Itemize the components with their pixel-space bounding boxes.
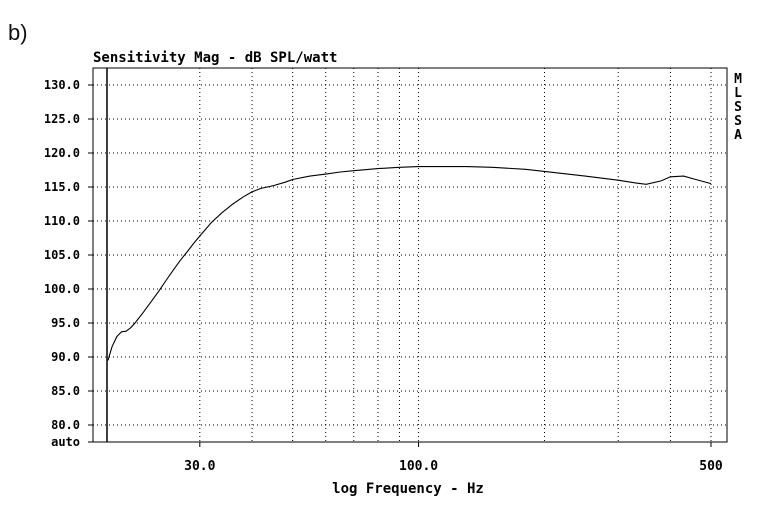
x-tick-label: 100.0 [399, 459, 438, 474]
x-tick-label: 30.0 [184, 459, 215, 474]
y-tick-label: 90.0 [51, 350, 80, 364]
y-tick-label: 125.0 [44, 112, 80, 126]
y-tick-label: 80.0 [51, 418, 80, 432]
y-tick-label: 115.0 [44, 180, 80, 194]
y-tick-label: auto [51, 435, 80, 449]
x-tick-labels: 30.0 100.0 500 [184, 442, 723, 474]
side-label-char: S [734, 114, 742, 129]
sensitivity-curve [107, 166, 712, 361]
chart-title: Sensitivity Mag - dB SPL/watt [93, 50, 337, 66]
side-label-char: S [734, 100, 742, 115]
y-tick-labels: 130.0 125.0 120.0 115.0 110.0 105.0 100.0 95.0 9… [44, 78, 93, 449]
y-tick-label: 130.0 [44, 78, 80, 92]
y-tick-label: 85.0 [51, 384, 80, 398]
y-tick-label: 105.0 [44, 248, 80, 262]
x-axis-label: log Frequency - Hz [332, 481, 484, 497]
grid-layer [93, 68, 727, 442]
x-tick-label: 500 [699, 459, 723, 474]
y-tick-label: 95.0 [51, 316, 80, 330]
side-label-char: L [734, 86, 742, 101]
panel-label: b) [8, 20, 28, 45]
y-tick-label: 120.0 [44, 146, 80, 160]
y-tick-label: 100.0 [44, 282, 80, 296]
side-label-char: A [734, 128, 742, 143]
side-label-char: M [734, 72, 742, 87]
y-tick-label: 110.0 [44, 214, 80, 228]
